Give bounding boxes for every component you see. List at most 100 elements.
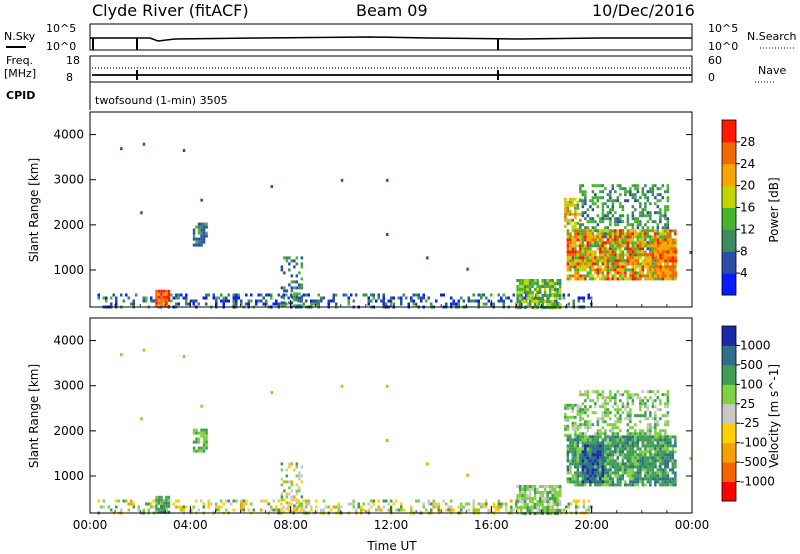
radar-cell [520, 508, 523, 512]
radar-cell [293, 507, 296, 511]
power-colorbar-tick: 28 [740, 135, 755, 149]
radar-cell [629, 274, 632, 278]
radar-cell [553, 294, 557, 297]
radar-cell [531, 485, 534, 488]
radar-cell [596, 450, 600, 454]
radar-cell [601, 402, 605, 406]
radar-cell [601, 420, 605, 424]
radar-cell [566, 250, 570, 254]
radar-cell [197, 440, 201, 444]
radar-cell [626, 220, 630, 224]
radar-spot [689, 457, 692, 460]
radar-cell [581, 190, 585, 194]
radar-cell [654, 414, 657, 418]
radar-cell [205, 302, 208, 306]
radar-cell [569, 471, 572, 475]
radar-cell [197, 508, 200, 512]
radar-cell [581, 402, 585, 406]
radar-cell [624, 274, 627, 278]
radar-cell [298, 501, 301, 505]
radar-cell [571, 421, 575, 425]
radar-cell [407, 302, 410, 306]
radar-cell [202, 231, 206, 235]
radar-cell [400, 299, 403, 303]
radar-cell [571, 259, 575, 263]
radar-cell [584, 256, 587, 260]
radar-cell [626, 235, 630, 239]
radar-cell [636, 271, 640, 275]
radar-cell [516, 494, 519, 497]
radar-cell [644, 396, 647, 400]
radar-cell [596, 441, 600, 445]
radar-cell [629, 396, 632, 400]
radar-cell [606, 235, 610, 239]
radar-cell [649, 190, 652, 194]
radar-cell [277, 508, 280, 512]
radar-cell [576, 471, 580, 475]
radar-cell [649, 465, 652, 469]
radar-cell [669, 247, 672, 251]
radar-cell [591, 220, 595, 224]
radar-cell [235, 299, 238, 303]
radar-cell [220, 505, 223, 509]
radar-cell [536, 491, 539, 494]
radar-cell [606, 414, 610, 418]
radar-cell [566, 435, 570, 439]
radar-cell [576, 250, 580, 254]
radar-cell [575, 508, 578, 512]
radar-cell [654, 238, 657, 242]
radar-cell [631, 226, 635, 230]
radar-cell [629, 441, 632, 445]
radar-cell [601, 235, 605, 239]
radar-cell [654, 259, 657, 263]
radar-cell [669, 441, 672, 445]
radar-cell [205, 446, 208, 450]
radar-cell [636, 468, 640, 472]
radar-cell [240, 299, 243, 303]
radar-cell [671, 462, 675, 466]
radar-cell [145, 299, 148, 303]
radar-cell [659, 250, 662, 254]
radar-cell [634, 480, 637, 484]
radar-cell [626, 250, 630, 254]
radar-cell [165, 510, 168, 514]
radar-cell [674, 450, 677, 454]
velocity-colorbar-tick: 1000 [740, 338, 771, 352]
radar-cell [197, 431, 201, 435]
nsearch-label: N.Search [747, 30, 797, 43]
radar-cell [558, 282, 562, 285]
radar-cell [586, 220, 590, 224]
radar-cell [579, 247, 582, 251]
radar-cell [616, 199, 620, 203]
radar-cell [260, 299, 263, 303]
radar-cell [636, 393, 640, 397]
radar-cell [664, 244, 667, 248]
radar-cell [596, 396, 600, 400]
radar-cell [581, 199, 585, 203]
radar-cell [533, 506, 537, 509]
radar-cell [589, 405, 592, 409]
radar-cell [649, 432, 652, 436]
radar-cell [558, 509, 562, 512]
radar-cell [548, 497, 552, 500]
radar-cell [629, 444, 632, 448]
radar-cell [604, 480, 607, 484]
radar-cell [581, 232, 585, 236]
radar-cell [569, 462, 572, 466]
radar-cell [581, 250, 585, 254]
radar-cell [606, 402, 610, 406]
radar-cell [621, 229, 625, 233]
radar-cell [594, 259, 597, 263]
radar-cell [305, 502, 308, 506]
radar-cell [621, 465, 625, 469]
radar-cell [666, 247, 670, 251]
radar-cell [621, 405, 625, 409]
radar-cell [576, 203, 580, 207]
radar-cell [621, 205, 625, 209]
radar-cell [624, 277, 627, 281]
radar-cell [435, 299, 438, 303]
radar-cell [611, 429, 615, 433]
radar-cell [543, 500, 547, 503]
radar-cell [619, 441, 622, 445]
